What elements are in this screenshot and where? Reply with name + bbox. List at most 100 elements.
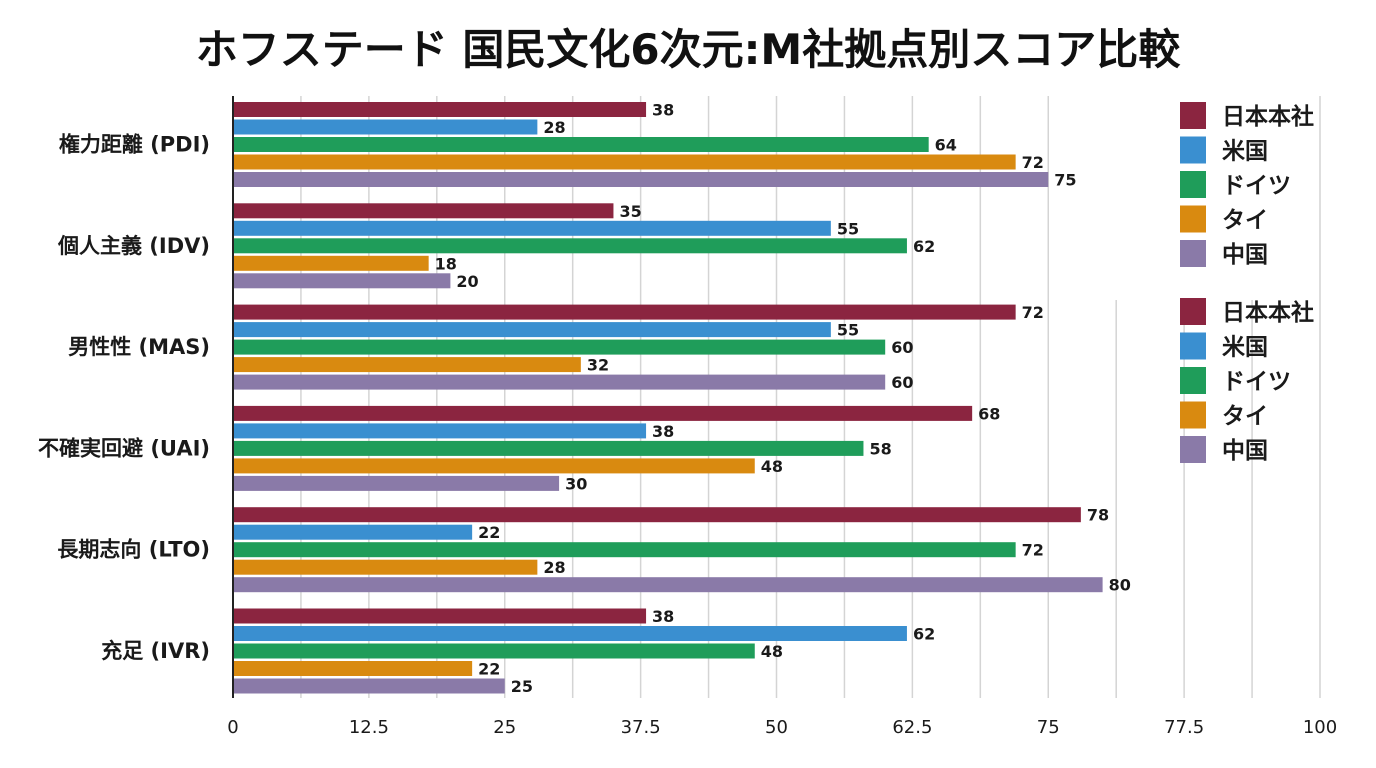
chart-title: ホフステード 国民文化6次元:M社拠点別スコア比較 xyxy=(195,25,1181,74)
bar-6-5 xyxy=(233,678,505,694)
data-label: 35 xyxy=(619,202,641,221)
data-label: 18 xyxy=(435,254,457,273)
bar-6-3 xyxy=(233,643,755,659)
bar-5-4 xyxy=(233,559,538,575)
data-label: 22 xyxy=(478,523,500,542)
legend-swatch xyxy=(1180,171,1206,198)
legend-entry: 中国 xyxy=(1222,438,1268,464)
legend-swatch xyxy=(1180,298,1206,325)
bar-5-1 xyxy=(233,507,1081,523)
category-label: 権力距離 (PDI) xyxy=(59,133,210,157)
bar-2-3 xyxy=(233,238,907,254)
bar-1-4 xyxy=(233,154,1016,170)
bar-5-5 xyxy=(233,577,1103,593)
legend-entry: 米国 xyxy=(1222,335,1268,361)
data-label: 72 xyxy=(1022,303,1044,322)
data-label: 38 xyxy=(652,607,674,626)
legend-swatch xyxy=(1180,205,1206,233)
data-label: 75 xyxy=(1054,171,1076,190)
data-label: 38 xyxy=(652,422,674,441)
axis-layer: 0 12.5 25 37.5 50 62.5 75 77.5 100 xyxy=(227,96,1337,738)
bar-4-4 xyxy=(233,458,755,474)
bar-3-2 xyxy=(233,322,831,338)
legend-entry: 米国 xyxy=(1222,139,1268,165)
data-label: 78 xyxy=(1087,506,1109,525)
data-label: 80 xyxy=(1109,576,1131,595)
bar-5-3 xyxy=(233,542,1016,558)
legend-swatch xyxy=(1180,136,1206,164)
legend-swatch xyxy=(1180,332,1206,360)
bar-4-2 xyxy=(233,423,647,439)
bar-layer xyxy=(233,102,1103,694)
data-label: 62 xyxy=(913,237,935,256)
bar-2-2 xyxy=(233,220,831,236)
data-label: 38 xyxy=(652,101,674,120)
legend-entry: ドイツ xyxy=(1222,369,1291,395)
x-tick-label: 75 xyxy=(1037,717,1060,738)
x-tick-label: 77.5 xyxy=(1164,717,1204,738)
data-label: 22 xyxy=(478,660,500,679)
legend-entry: 日本本社 xyxy=(1222,103,1314,130)
data-label: 30 xyxy=(565,474,587,493)
legend-entry: 日本本社 xyxy=(1222,299,1314,326)
data-label: 32 xyxy=(587,356,609,375)
x-tick-label: 25 xyxy=(493,717,516,738)
data-label: 55 xyxy=(837,219,859,238)
legend-swatch xyxy=(1180,436,1206,463)
legend-entry: タイ xyxy=(1222,404,1268,430)
bar-6-1 xyxy=(233,608,647,624)
bar-4-3 xyxy=(233,440,864,456)
bar-3-3 xyxy=(233,339,886,355)
data-label: 20 xyxy=(456,272,478,291)
bar-6-2 xyxy=(233,626,907,641)
data-label: 48 xyxy=(761,642,783,661)
x-tick-label: 100 xyxy=(1303,717,1337,738)
bar-2-1 xyxy=(233,203,614,219)
legend-entry: 中国 xyxy=(1222,242,1268,268)
category-label: 不確実回避 (UAI) xyxy=(38,436,210,460)
legend-swatch xyxy=(1180,102,1206,129)
data-label: 58 xyxy=(869,439,891,458)
legend-swatch xyxy=(1180,401,1206,429)
legend-entry: ドイツ xyxy=(1222,173,1291,199)
bar-4-1 xyxy=(233,405,973,421)
data-label: 72 xyxy=(1022,153,1044,172)
data-label: 28 xyxy=(543,558,565,577)
x-tick-label: 62.5 xyxy=(892,717,932,738)
bar-3-4 xyxy=(233,357,581,373)
x-tick-label: 12.5 xyxy=(349,717,389,738)
category-label: 長期志向 (LTO) xyxy=(57,538,210,562)
bar-2-5 xyxy=(233,273,451,289)
category-label: 男性性 (MAS) xyxy=(68,335,210,359)
data-label: 25 xyxy=(511,677,533,696)
data-label: 48 xyxy=(761,457,783,476)
data-label: 68 xyxy=(978,404,1000,423)
data-label: 55 xyxy=(837,321,859,340)
data-label: 60 xyxy=(891,338,913,357)
x-tick-label: 50 xyxy=(765,717,788,738)
legend-swatch xyxy=(1180,240,1206,267)
bar-1-1 xyxy=(233,102,647,117)
bar-2-4 xyxy=(233,255,429,271)
bar-4-5 xyxy=(233,475,560,491)
x-tick-label: 0 xyxy=(227,717,238,738)
bar-1-3 xyxy=(233,137,929,152)
bar-3-1 xyxy=(233,304,1016,320)
x-tick-label: 37.5 xyxy=(621,717,661,738)
bar-6-4 xyxy=(233,661,473,676)
bar-1-2 xyxy=(233,119,538,135)
data-label: 28 xyxy=(543,118,565,137)
bar-1-5 xyxy=(233,172,1049,187)
data-label: 64 xyxy=(935,136,957,155)
bar-5-2 xyxy=(233,524,473,540)
legend-swatch xyxy=(1180,367,1206,394)
grid-layer xyxy=(300,96,1321,698)
category-label: 充足 (IVR) xyxy=(101,639,210,663)
bar-3-5 xyxy=(233,374,886,390)
data-label: 62 xyxy=(913,625,935,644)
category-label: 個人主義 (IDV) xyxy=(57,234,210,258)
data-label: 60 xyxy=(891,373,913,392)
